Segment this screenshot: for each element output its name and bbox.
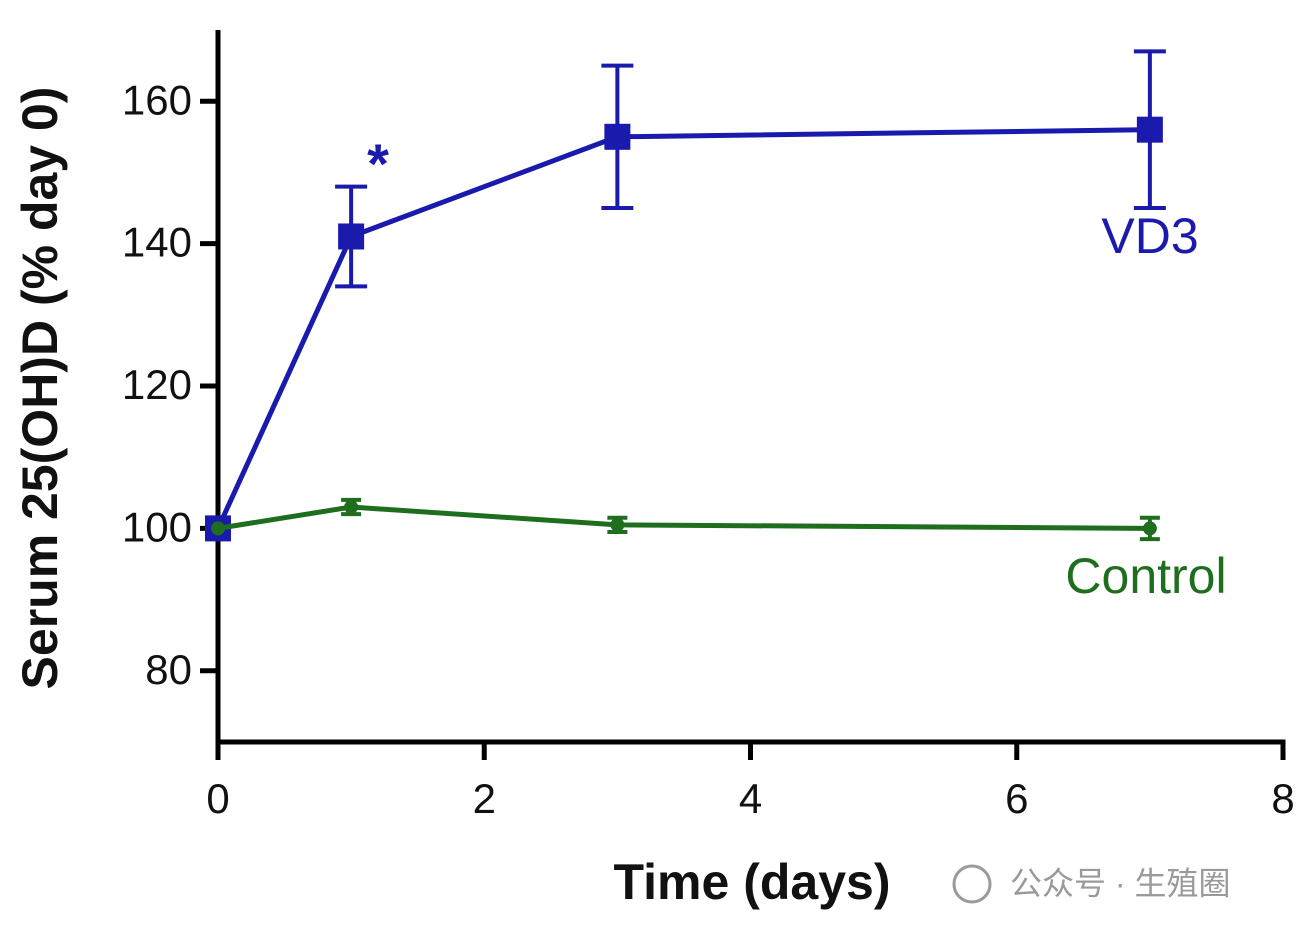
series-label: VD3: [1101, 208, 1198, 264]
watermark: 公众号 · 生殖圈: [1010, 865, 1230, 901]
x-tick-label: 6: [1005, 775, 1028, 822]
y-tick-label: 160: [122, 76, 192, 123]
y-tick-label: 100: [122, 503, 192, 550]
y-tick-label: 120: [122, 361, 192, 408]
x-tick-label: 0: [206, 775, 229, 822]
y-tick-label: 140: [122, 219, 192, 266]
x-axis-label: Time (days): [614, 854, 891, 910]
series-label: Control: [1065, 548, 1226, 604]
series-line: [217, 504, 1150, 531]
marker: [338, 223, 365, 250]
x-tick-label: 8: [1271, 775, 1294, 822]
x-tick-label: 2: [473, 775, 496, 822]
watermark-icon: [952, 864, 992, 904]
significance-marker: *: [367, 132, 389, 195]
y-axis-label: Serum 25(OH)D (% day 0): [12, 87, 68, 690]
x-tick-label: 4: [739, 775, 762, 822]
marker: [610, 517, 625, 532]
marker: [604, 123, 631, 150]
marker: [1136, 116, 1163, 143]
series-line: [215, 127, 1150, 530]
marker: [344, 500, 359, 515]
marker: [211, 521, 225, 536]
marker: [1142, 521, 1157, 536]
y-tick-label: 80: [145, 646, 192, 693]
